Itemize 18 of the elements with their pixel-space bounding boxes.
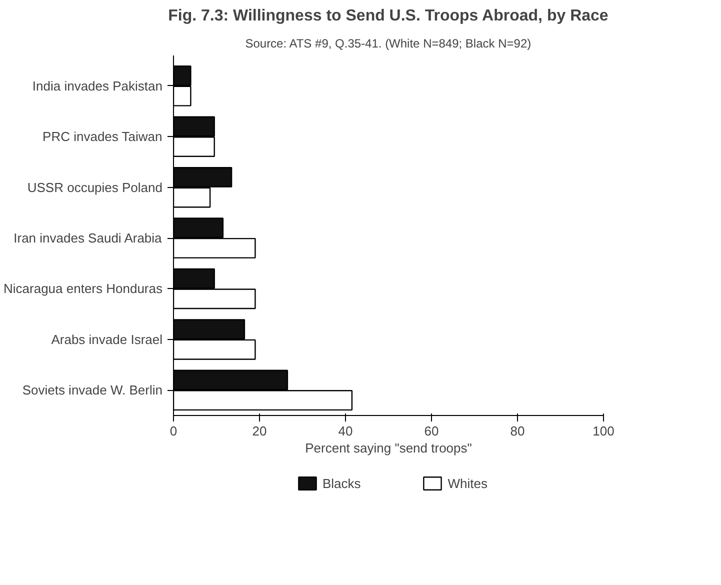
y-tick-label: Nicaragua enters Honduras xyxy=(4,281,163,296)
y-tick-label: PRC invades Taiwan xyxy=(42,129,162,144)
x-axis-title: Percent saying "send troops" xyxy=(305,440,472,456)
x-tick-label: 100 xyxy=(592,424,614,438)
y-tick-label: India invades Pakistan xyxy=(32,78,163,94)
x-tick-label: 20 xyxy=(252,424,267,438)
x-tick-label: 0 xyxy=(170,424,178,438)
y-tick-label: Arabs invade Israel xyxy=(51,332,163,347)
x-tick-label: 80 xyxy=(510,424,525,438)
y-tick-label: Soviets invade W. Berlin xyxy=(22,382,163,398)
x-tick-label: 40 xyxy=(338,424,353,438)
y-tick-label: Iran invades Saudi Arabia xyxy=(14,230,163,246)
x-tick-label: 60 xyxy=(424,424,439,438)
chart-subtitle: Source: ATS #9, Q.35-41. (White N=849; Black N=92) xyxy=(245,36,532,50)
chart-title: Fig. 7.3: Willingness to Send U.S. Troops Abroad, by Race xyxy=(168,8,608,24)
legend-label: Whites xyxy=(448,476,488,490)
y-tick-label: USSR occupies Poland xyxy=(27,180,163,195)
legend-label: Blacks xyxy=(322,476,361,490)
